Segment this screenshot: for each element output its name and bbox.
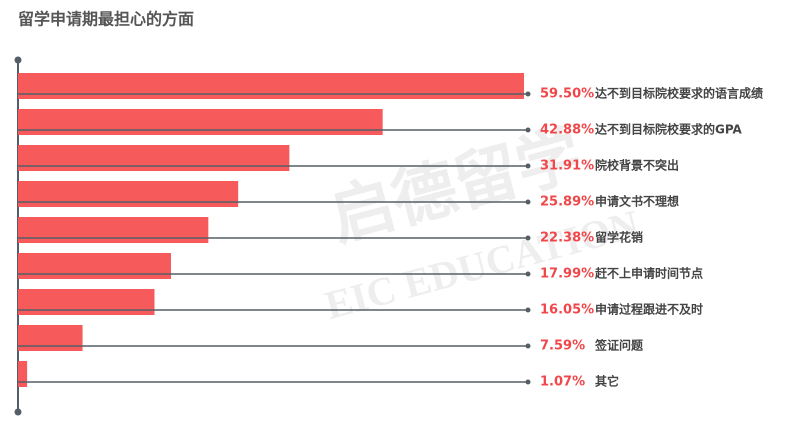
chart-title: 留学申请期最担心的方面 — [18, 10, 194, 29]
leader-dot — [525, 199, 531, 205]
value-label: 31.91% — [540, 159, 594, 174]
category-label: 留学花销 — [595, 230, 643, 245]
category-label: 其它 — [595, 374, 619, 389]
category-label: 申请文书不理想 — [595, 194, 679, 209]
bar — [18, 73, 524, 99]
value-label: 7.59% — [540, 339, 585, 354]
category-label: 签证问题 — [594, 338, 644, 353]
bar — [18, 181, 239, 207]
value-label: 42.88% — [540, 123, 594, 138]
bar — [18, 145, 290, 171]
category-label: 达不到目标院校要求的语言成绩 — [595, 86, 763, 101]
leader-dot — [525, 91, 531, 97]
category-label: 达不到目标院校要求的GPA — [595, 122, 743, 137]
leader-dot — [525, 343, 531, 349]
value-label: 1.07% — [540, 375, 585, 390]
bar — [18, 325, 83, 351]
axis-end — [14, 56, 22, 64]
leader-dot — [525, 235, 531, 241]
leader-dot — [525, 127, 531, 133]
category-label: 申请过程跟进不及时 — [595, 302, 703, 317]
bar — [18, 217, 209, 243]
axis-end — [14, 408, 22, 416]
value-label: 16.05% — [540, 303, 594, 318]
value-label: 22.38% — [540, 231, 594, 246]
bar — [18, 253, 171, 279]
leader-dot — [525, 379, 531, 385]
category-label: 院校背景不突出 — [595, 158, 679, 173]
bar — [18, 361, 28, 387]
category-label: 赶不上申请时间节点 — [594, 266, 703, 281]
bar — [18, 289, 155, 315]
value-label: 17.99% — [540, 267, 594, 282]
value-label: 25.89% — [540, 195, 594, 210]
value-label: 59.50% — [540, 87, 594, 102]
bar — [18, 109, 383, 135]
leader-dot — [525, 271, 531, 277]
leader-dot — [525, 307, 531, 313]
leader-dot — [525, 163, 531, 169]
